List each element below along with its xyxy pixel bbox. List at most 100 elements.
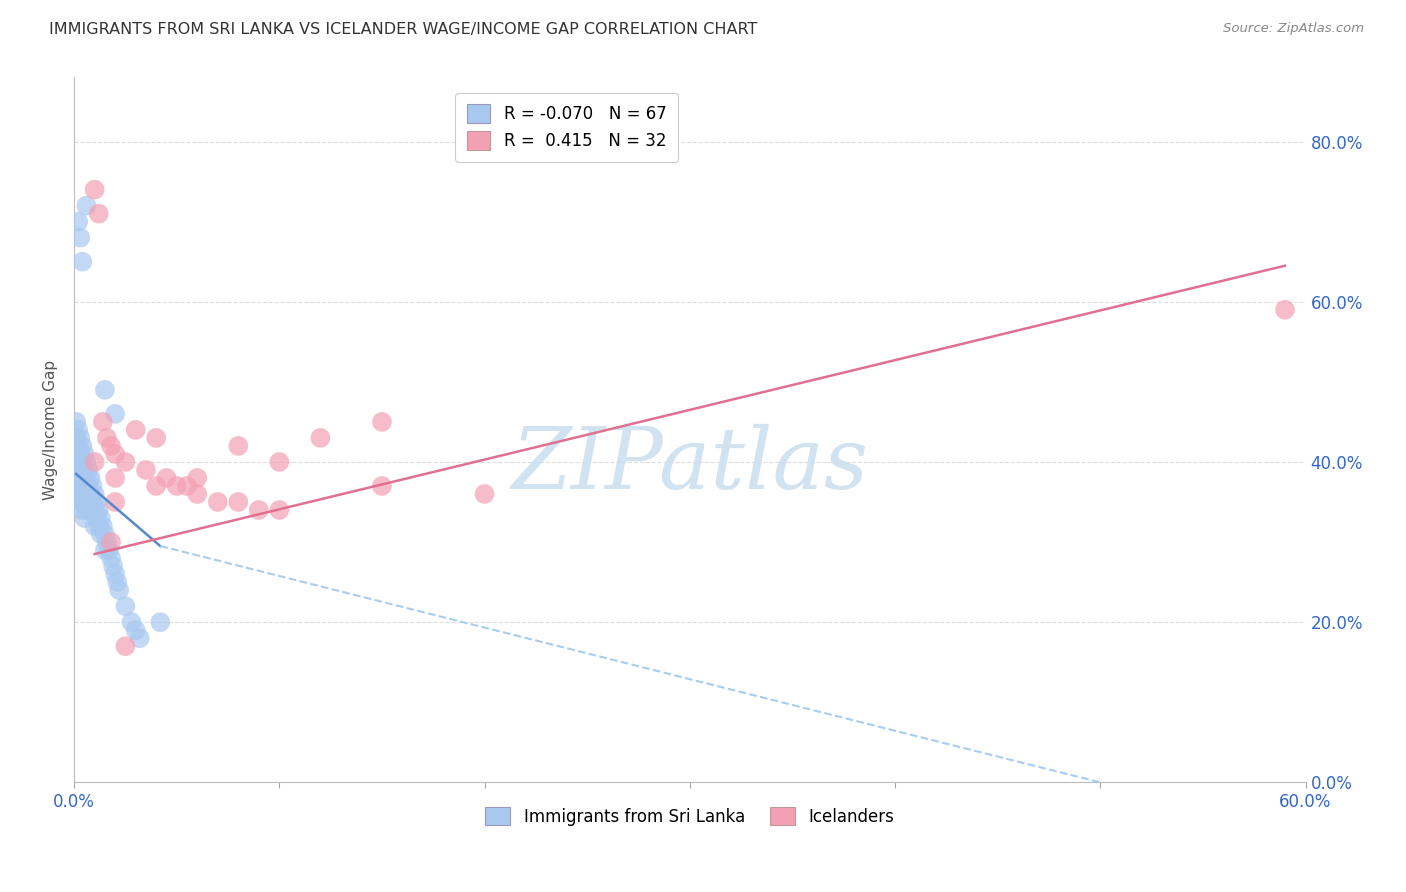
Point <box>98 543 121 558</box>
Point <box>91 519 114 533</box>
Point <box>83 503 105 517</box>
Point <box>176 479 198 493</box>
Point <box>77 463 100 477</box>
Point <box>96 431 118 445</box>
Point <box>65 463 87 477</box>
Point <box>128 631 150 645</box>
Point <box>79 503 101 517</box>
Legend: Immigrants from Sri Lanka, Icelanders: Immigrants from Sri Lanka, Icelanders <box>477 798 903 834</box>
Point <box>65 415 87 429</box>
Point <box>247 503 270 517</box>
Point <box>75 487 97 501</box>
Point <box>186 471 208 485</box>
Point <box>87 519 110 533</box>
Point <box>67 439 90 453</box>
Point <box>69 463 91 477</box>
Point <box>65 479 87 493</box>
Point <box>77 479 100 493</box>
Point <box>83 487 105 501</box>
Point <box>75 198 97 212</box>
Point <box>69 479 91 493</box>
Point <box>91 415 114 429</box>
Point <box>104 495 127 509</box>
Point <box>226 495 249 509</box>
Point <box>72 503 94 517</box>
Point <box>149 615 172 629</box>
Point <box>73 495 96 509</box>
Point <box>67 455 90 469</box>
Text: Source: ZipAtlas.com: Source: ZipAtlas.com <box>1223 22 1364 36</box>
Point <box>75 503 97 517</box>
Point <box>67 214 90 228</box>
Point <box>82 479 104 493</box>
Point <box>67 471 90 485</box>
Point <box>94 543 117 558</box>
Point <box>207 495 229 509</box>
Text: IMMIGRANTS FROM SRI LANKA VS ICELANDER WAGE/INCOME GAP CORRELATION CHART: IMMIGRANTS FROM SRI LANKA VS ICELANDER W… <box>49 22 758 37</box>
Point <box>145 479 167 493</box>
Point <box>186 487 208 501</box>
Point <box>100 439 122 453</box>
Point <box>474 487 496 501</box>
Point <box>73 447 96 461</box>
Point <box>86 511 108 525</box>
Point <box>104 407 127 421</box>
Point <box>121 615 143 629</box>
Point <box>145 431 167 445</box>
Point <box>155 471 177 485</box>
Point <box>83 183 105 197</box>
Point <box>83 455 105 469</box>
Point <box>100 535 122 549</box>
Point <box>87 206 110 220</box>
Point <box>124 423 146 437</box>
Point <box>100 551 122 566</box>
Point <box>69 447 91 461</box>
Point <box>73 511 96 525</box>
Text: ZIPatlas: ZIPatlas <box>512 424 869 507</box>
Point <box>269 503 291 517</box>
Point <box>269 455 291 469</box>
Point <box>104 447 127 461</box>
Point <box>86 495 108 509</box>
Point <box>96 535 118 549</box>
Point <box>105 575 128 590</box>
Point <box>114 599 136 614</box>
Point <box>72 471 94 485</box>
Point <box>75 455 97 469</box>
Point <box>72 455 94 469</box>
Point <box>69 431 91 445</box>
Point <box>90 511 112 525</box>
Point <box>371 415 394 429</box>
Point <box>135 463 157 477</box>
Point <box>69 495 91 509</box>
Point <box>94 527 117 541</box>
Point <box>72 487 94 501</box>
Point <box>104 567 127 582</box>
Point <box>79 471 101 485</box>
Point <box>65 431 87 445</box>
Point <box>82 495 104 509</box>
Point <box>77 495 100 509</box>
Point <box>108 583 131 598</box>
Point <box>87 503 110 517</box>
Point <box>309 431 332 445</box>
Point <box>72 254 94 268</box>
Point <box>73 479 96 493</box>
Point <box>69 230 91 244</box>
Point <box>114 455 136 469</box>
Y-axis label: Wage/Income Gap: Wage/Income Gap <box>44 359 58 500</box>
Point <box>371 479 394 493</box>
Point <box>166 479 188 493</box>
Point <box>1274 302 1296 317</box>
Point <box>101 559 124 574</box>
Point <box>65 447 87 461</box>
Point <box>94 383 117 397</box>
Point <box>79 487 101 501</box>
Point <box>83 519 105 533</box>
Point <box>67 423 90 437</box>
Point <box>72 439 94 453</box>
Point <box>90 527 112 541</box>
Point <box>104 471 127 485</box>
Point <box>67 487 90 501</box>
Point <box>73 463 96 477</box>
